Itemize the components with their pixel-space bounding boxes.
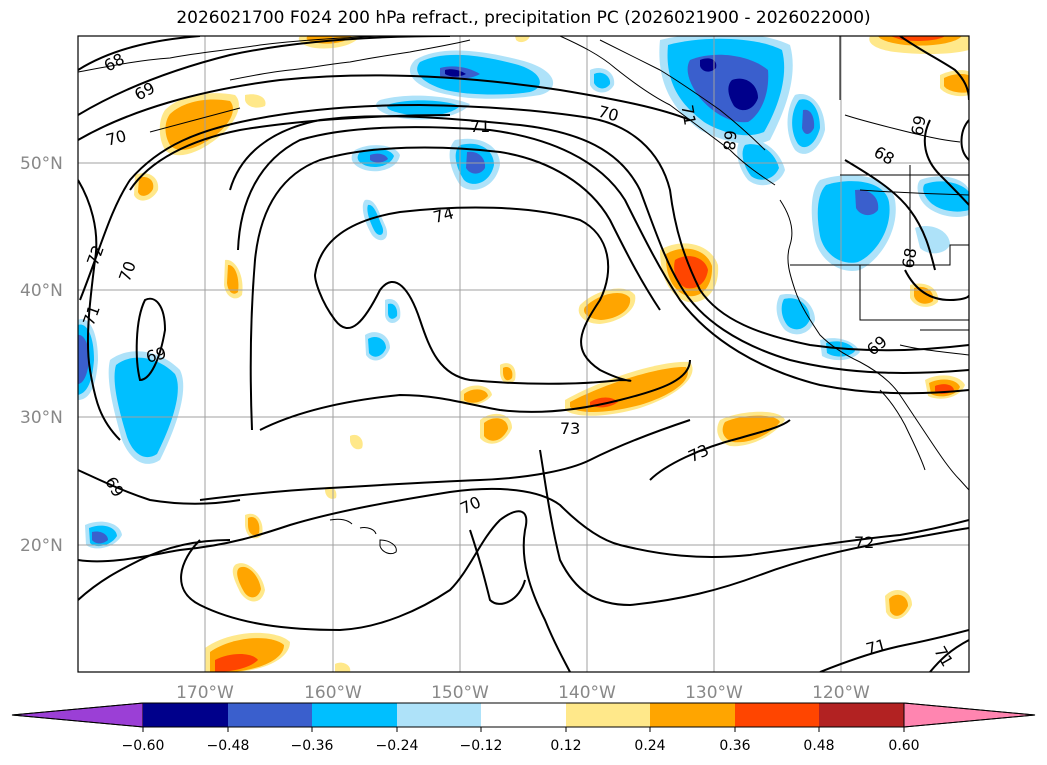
contour-label: 71	[677, 103, 699, 126]
lon-label-170w: 170°W	[176, 683, 234, 703]
coastlines	[78, 36, 969, 555]
colorbar-bin	[312, 703, 397, 727]
colorbar-bin	[397, 703, 481, 727]
contour-label: 69	[144, 343, 169, 367]
colorbar-tick-label: 0.36	[719, 738, 750, 754]
colorbar-bin	[735, 703, 819, 727]
colorbar-tick-label: −0.48	[207, 738, 250, 754]
lat-label-20n: 20°N	[20, 536, 63, 556]
contour-label: 74	[431, 203, 456, 227]
lon-label-130w: 130°W	[685, 683, 743, 703]
lon-label-150w: 150°W	[431, 683, 489, 703]
colorbar-tick-label: −0.36	[291, 738, 334, 754]
map-background	[78, 36, 969, 672]
colorbar-bin	[819, 703, 904, 727]
contour-label: 72	[854, 533, 874, 552]
colorbar-tick-label: 0.60	[888, 738, 919, 754]
map-title: 2026021700 F024 200 hPa refract., precip…	[176, 8, 871, 28]
lon-label-120w: 120°W	[812, 683, 870, 703]
colorbar-tick-label: 0.48	[803, 738, 834, 754]
lat-label-30n: 30°N	[20, 408, 63, 428]
contour-label: 69	[907, 114, 929, 137]
lon-label-160w: 160°W	[304, 683, 362, 703]
colorbar-tick-label: 0.12	[550, 738, 581, 754]
contour-label: 71	[470, 117, 490, 136]
contour-label: 73	[560, 419, 580, 438]
colorbar-tick-label: −0.24	[376, 738, 419, 754]
colorbar-extend-high	[903, 702, 1036, 728]
colorbar-tick-label: −0.60	[122, 738, 165, 754]
colorbar-bin	[143, 703, 228, 727]
contour-label: 68	[719, 129, 740, 151]
contour-label: 71	[864, 635, 889, 659]
colorbar-tick-label: 0.24	[634, 738, 665, 754]
contour-label: 68	[898, 246, 920, 269]
colorbar-bin	[650, 703, 735, 727]
refractivity-contours	[78, 36, 969, 672]
longitude-labels: 170°W 160°W 150°W 140°W 130°W 120°W	[176, 683, 870, 703]
map-frame	[77, 35, 970, 673]
colorbar-bin	[566, 703, 650, 727]
colorbar-bin	[481, 703, 566, 727]
contour-label: 70	[596, 102, 621, 126]
colorbar: −0.60 −0.48 −0.36 −0.24 −0.12 0.12 0.24 …	[11, 702, 1036, 754]
lat-label-40n: 40°N	[20, 281, 63, 301]
colorbar-bin	[228, 703, 312, 727]
colorbar-extend-low	[11, 702, 144, 728]
contour-label: 70	[104, 126, 129, 150]
latitude-labels: 50°N 40°N 30°N 20°N	[20, 154, 63, 556]
lat-label-50n: 50°N	[20, 154, 63, 174]
lon-label-140w: 140°W	[558, 683, 616, 703]
colorbar-tick-label: −0.12	[460, 738, 503, 754]
